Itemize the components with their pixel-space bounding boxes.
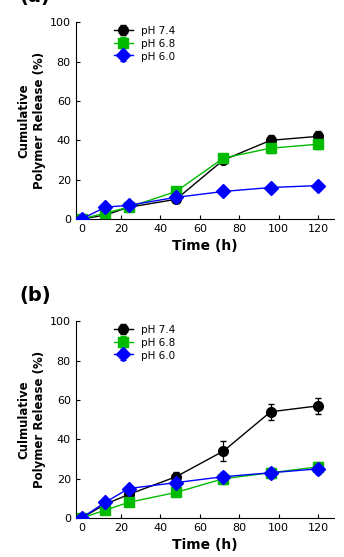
Text: (b): (b) (19, 286, 51, 305)
X-axis label: Time (h): Time (h) (172, 240, 237, 253)
Y-axis label: Culmulative
Polymer Release (%): Culmulative Polymer Release (%) (18, 351, 46, 488)
X-axis label: Time (h): Time (h) (172, 539, 237, 553)
Legend: pH 7.4, pH 6.8, pH 6.0: pH 7.4, pH 6.8, pH 6.0 (112, 23, 178, 63)
Text: (a): (a) (19, 0, 50, 6)
Legend: pH 7.4, pH 6.8, pH 6.0: pH 7.4, pH 6.8, pH 6.0 (112, 323, 178, 363)
Y-axis label: Cumulative
Polymer Release (%): Cumulative Polymer Release (%) (18, 52, 46, 189)
